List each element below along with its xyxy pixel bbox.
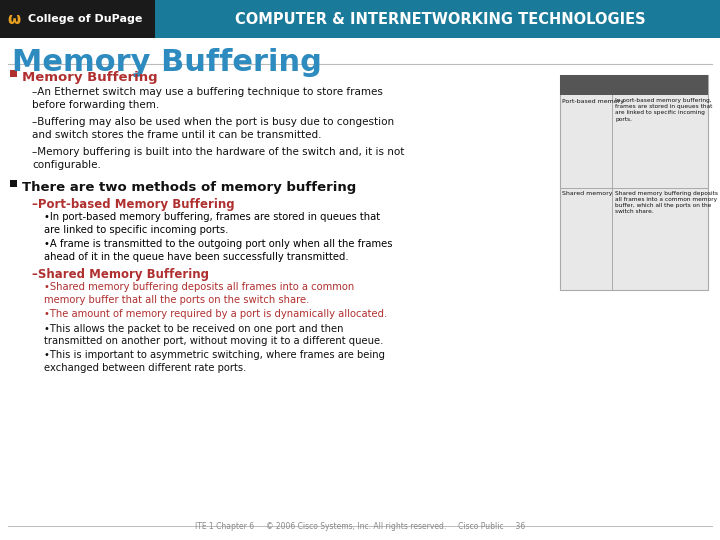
Text: Memory Buffering: Memory Buffering: [22, 71, 158, 84]
Text: College of DuPage: College of DuPage: [28, 14, 142, 24]
Text: COMPUTER & INTERNETWORKING TECHNOLOGIES: COMPUTER & INTERNETWORKING TECHNOLOGIES: [235, 11, 645, 26]
Text: –Shared Memory Buffering: –Shared Memory Buffering: [32, 268, 209, 281]
Text: –An Ethernet switch may use a buffering technique to store frames
before forward: –An Ethernet switch may use a buffering …: [32, 87, 383, 110]
Bar: [0, 0, 155, 38]
Text: ω: ω: [7, 11, 21, 26]
Bar: [10, 180, 17, 187]
Text: •This allows the packet to be received on one port and then
transmitted on anoth: •This allows the packet to be received o…: [44, 323, 383, 346]
Bar: [560, 75, 708, 95]
Text: •A frame is transmitted to the outgoing port only when all the frames
ahead of i: •A frame is transmitted to the outgoing …: [44, 239, 392, 262]
Text: •In port-based memory buffering, frames are stored in queues that
are linked to : •In port-based memory buffering, frames …: [44, 212, 380, 235]
Text: •The amount of memory required by a port is dynamically allocated.: •The amount of memory required by a port…: [44, 309, 387, 319]
Bar: [0, 0, 720, 38]
Text: –Port-based Memory Buffering: –Port-based Memory Buffering: [32, 198, 235, 211]
Text: Memory Buffering: Memory Buffering: [12, 48, 322, 77]
Text: •This is important to asymmetric switching, where frames are being
exchanged bet: •This is important to asymmetric switchi…: [44, 350, 385, 373]
Text: There are two methods of memory buffering: There are two methods of memory bufferin…: [22, 181, 356, 194]
Text: ITE 1 Chapter 6     © 2006 Cisco Systems, Inc. All rights reserved.     Cisco Pu: ITE 1 Chapter 6 © 2006 Cisco Systems, In…: [195, 522, 525, 531]
Text: Shared memory buffering deposits
all frames into a common memory
buffer, which a: Shared memory buffering deposits all fra…: [615, 191, 718, 214]
Text: •Shared memory buffering deposits all frames into a common
memory buffer that al: •Shared memory buffering deposits all fr…: [44, 282, 354, 305]
Text: –Memory buffering is built into the hardware of the switch and, it is not
config: –Memory buffering is built into the hard…: [32, 147, 405, 170]
Text: Shared memory: Shared memory: [562, 192, 613, 197]
Text: –Buffering may also be used when the port is busy due to congestion
and switch s: –Buffering may also be used when the por…: [32, 117, 394, 140]
Text: In port-based memory buffering,
frames are stored in queues that
are linked to s: In port-based memory buffering, frames a…: [615, 98, 712, 122]
Bar: [10, 70, 17, 77]
Text: Port-based memory: Port-based memory: [562, 99, 624, 104]
Bar: [560, 75, 708, 290]
